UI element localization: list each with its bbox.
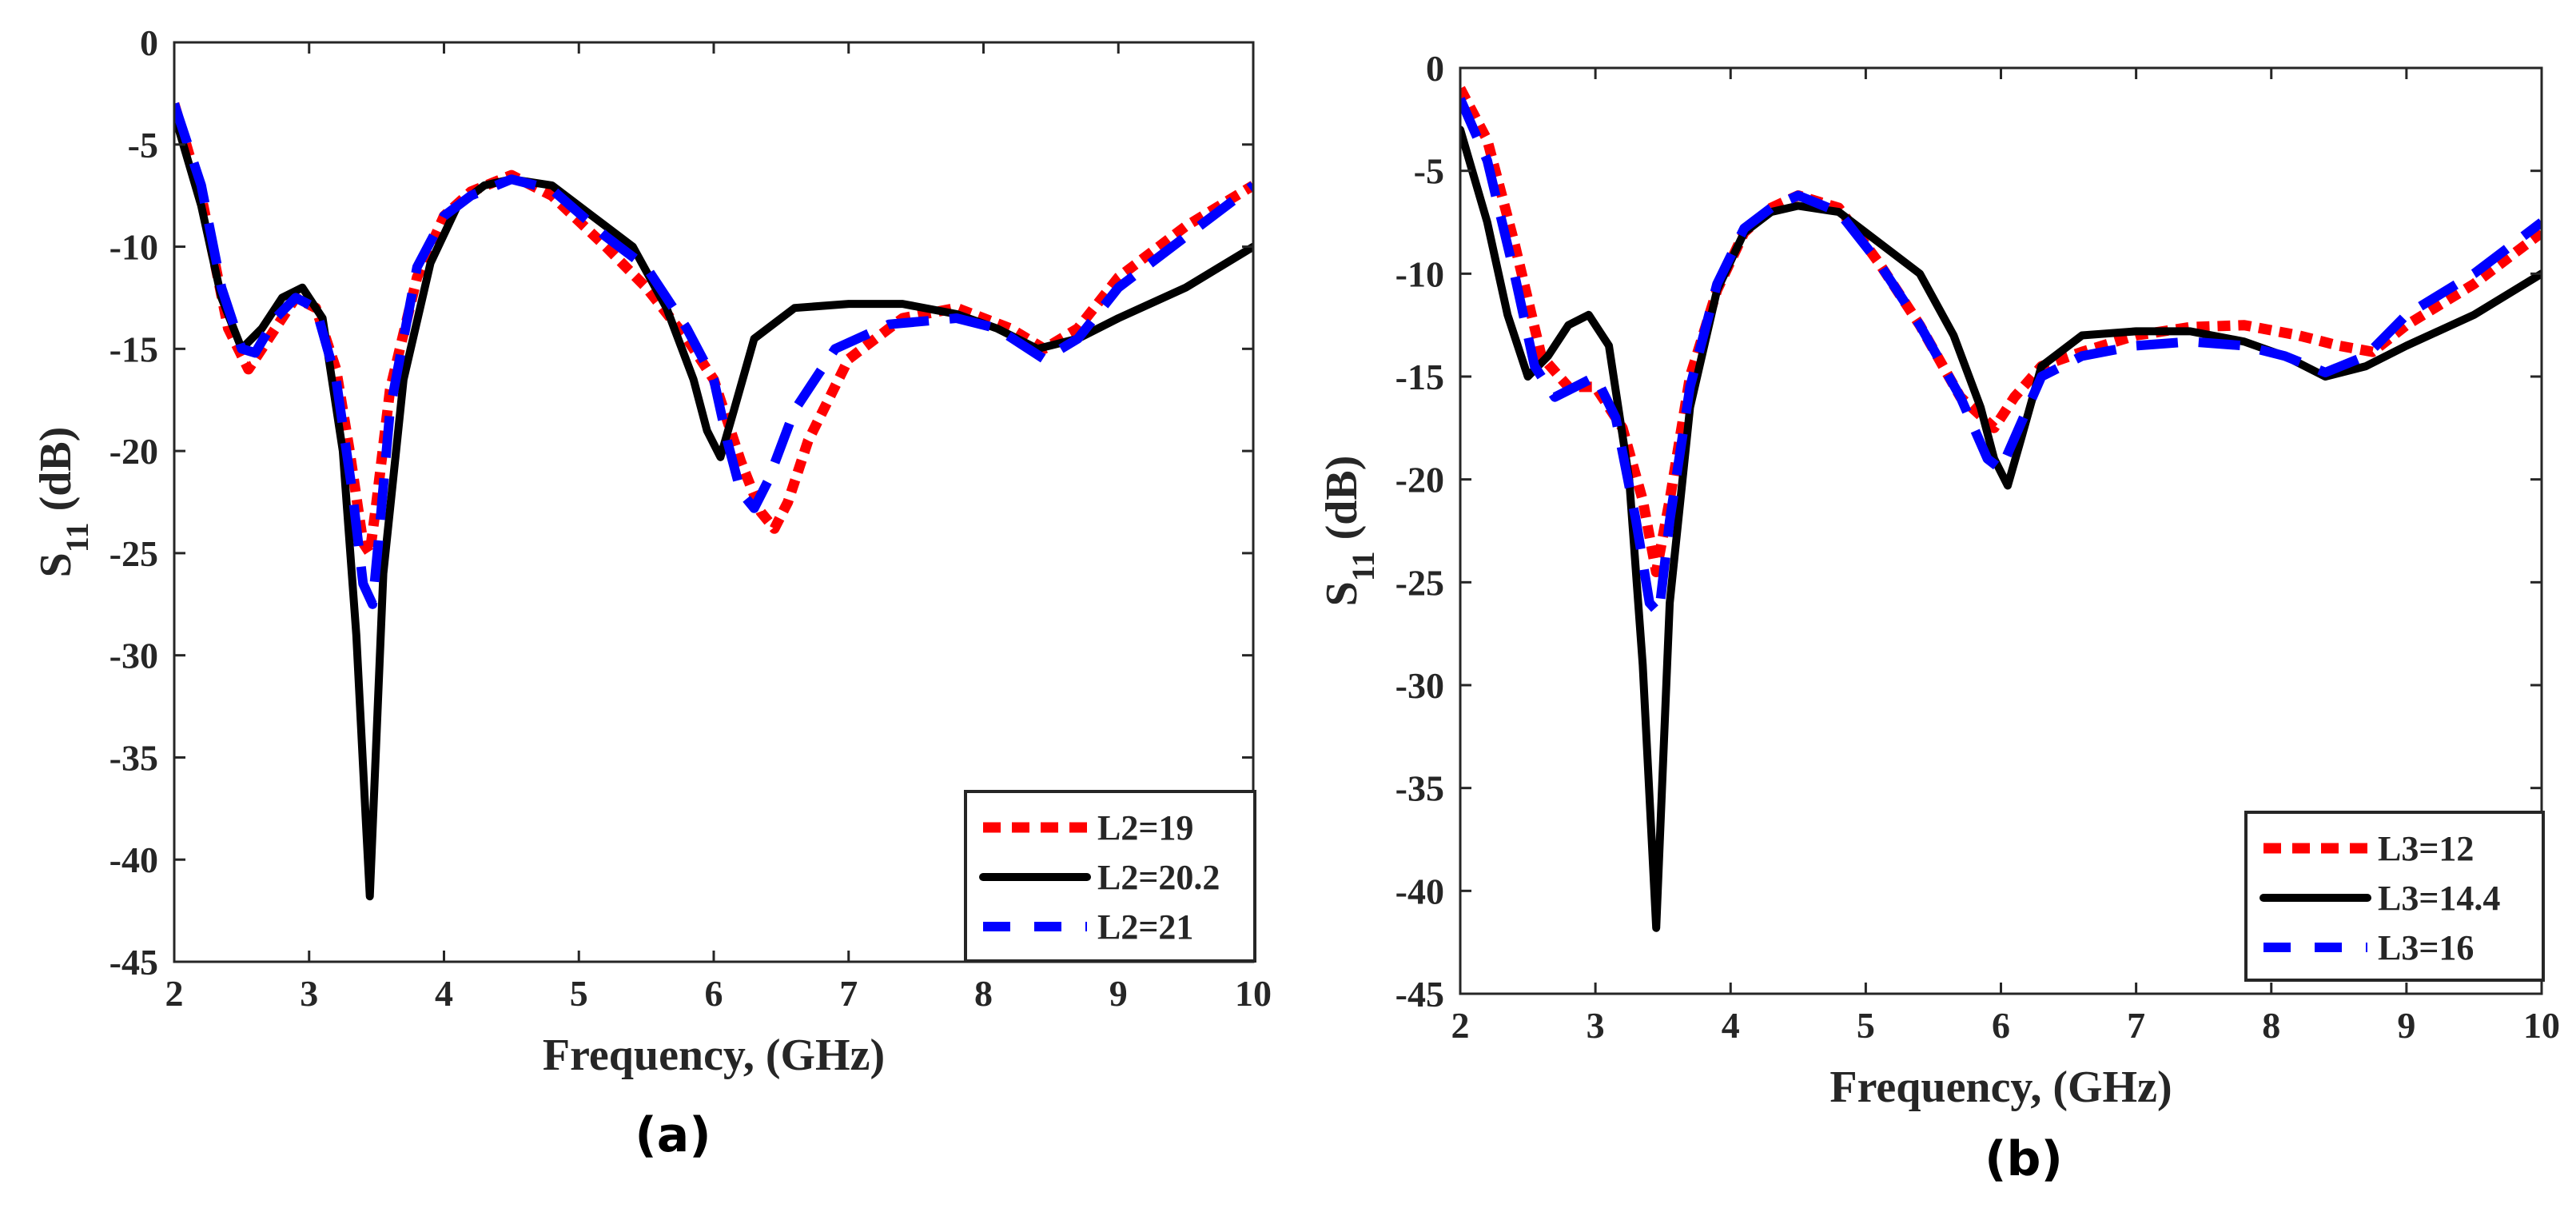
y-tick-label: -25 [109,533,158,574]
series-group [174,102,1253,901]
y-tick-label: -10 [1395,253,1444,294]
series-group [1460,86,2542,932]
panel-caption: (b) [1985,1131,2063,1187]
y-axis-label: S11 (dB) [31,427,95,578]
y-tick-label: 0 [1426,48,1444,89]
y-tick-label: -40 [1395,871,1444,911]
x-tick-label: 3 [1587,1005,1605,1046]
y-tick-label: -15 [1395,357,1444,397]
chart-panel-1: 2 3 4 5 6 7 8 9 10 0 -5 -10 -15 -20 -25 -30 -35 -40 -45 Fre… [31,22,1272,1163]
y-axis-label-unit: (dB) [31,427,81,523]
y-tick-label: -10 [109,227,158,268]
legend-label: L3=16 [2378,928,2474,967]
y-tick-label: -20 [109,431,158,472]
x-tick-label: 2 [1451,1005,1470,1046]
x-tick-label: 6 [705,973,723,1014]
y-axis-label-unit: (dB) [1317,456,1367,552]
y-tick-label: -35 [1395,768,1444,809]
x-tick-label: 10 [2523,1005,2560,1046]
x-tick-label: 5 [1857,1005,1875,1046]
x-tick-label: 6 [1992,1005,2010,1046]
y-tick-label: -45 [109,942,158,983]
y-tick-label: -30 [109,636,158,676]
legend-label: L3=14.4 [2378,879,2500,918]
x-axis-label: Frequency, (GHz) [543,1031,885,1080]
x-tick-label: 8 [2262,1005,2280,1046]
legend-label: L3=12 [2378,829,2474,868]
x-tick-label: 10 [1235,973,1272,1014]
legend-label: L2=20.2 [1097,858,1220,897]
x-tick-label: 4 [435,973,453,1014]
legend-label: L2=19 [1097,808,1193,847]
x-tick-label: 7 [839,973,858,1014]
series-line-L2=21 [174,102,1253,609]
y-axis-label: S11 (dB) [1317,456,1381,607]
y-tick-label: -5 [1414,151,1444,192]
x-tick-label: 9 [2397,1005,2415,1046]
y-tick-label: -40 [109,839,158,880]
y-tick-label: -30 [1395,665,1444,706]
x-tick-label: 8 [974,973,993,1014]
x-tick-label: 7 [2127,1005,2145,1046]
panel-caption: (a) [635,1107,711,1163]
y-tick-label: 0 [140,22,158,63]
y-tick-label: -20 [1395,460,1444,500]
y-axis-label-main: S [1317,581,1367,606]
chart-panel-2: 2 3 4 5 6 7 8 9 10 0 -5 -10 -15 -20 -25 -30 -35 -40 -45 Fre… [1317,48,2560,1187]
x-tick-label: 5 [570,973,588,1014]
x-tick-label: 4 [1722,1005,1740,1046]
y-tick-label: -45 [1395,974,1444,1015]
y-axis-label-main: S [31,552,81,577]
series-line-L3=16 [1460,97,2542,618]
y-tick-label: -25 [1395,562,1444,603]
x-axis-label: Frequency, (GHz) [1829,1062,2172,1112]
y-tick-label: -5 [128,125,158,165]
x-tick-label: 9 [1109,973,1128,1014]
x-tick-label: 2 [165,973,184,1014]
legend: L3=12 L3=14.4 L3=16 [2244,811,2545,982]
y-axis-label-sub: 11 [1345,551,1381,581]
y-tick-label: -35 [109,737,158,778]
y-tick-label: -15 [109,329,158,369]
y-axis-label-sub: 11 [59,522,95,552]
legend: L2=19 L2=20.2 L2=21 [964,790,1256,963]
x-tick-label: 3 [300,973,318,1014]
legend-label: L2=21 [1097,907,1193,947]
